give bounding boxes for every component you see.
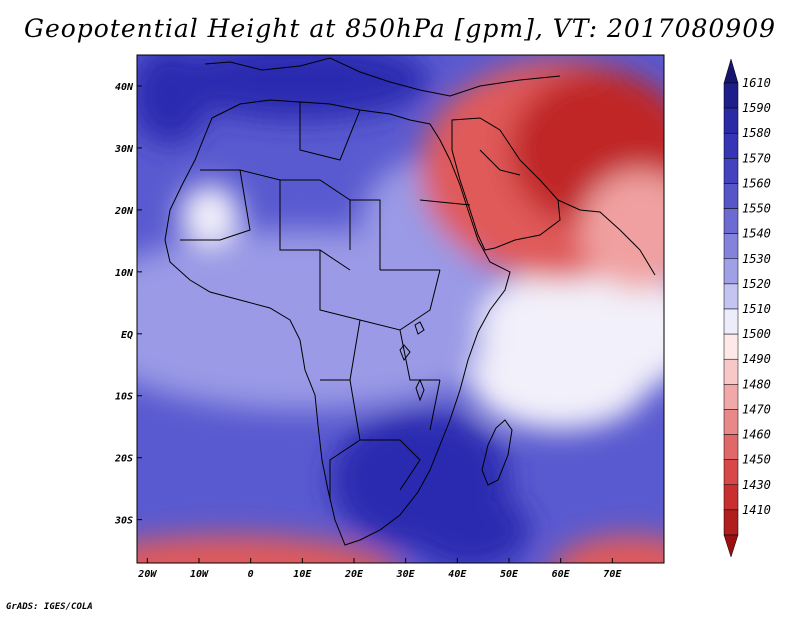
field-blob: [137, 535, 393, 563]
field-blob: [410, 490, 530, 563]
map-title: Geopotential Height at 850hPa [gpm], VT:…: [23, 14, 777, 43]
coastlines: [164, 57, 656, 546]
colorbar-label: 1410: [742, 503, 771, 517]
colorbar-segment: [723, 409, 739, 435]
x-tick-label: 20W: [137, 569, 157, 580]
y-tick-label: 40N: [115, 82, 134, 93]
y-tick-label: EQ: [121, 330, 133, 341]
colorbar-segment: [723, 258, 739, 285]
colorbar-bottom-arrow: [723, 534, 739, 558]
y-tick-label: 20N: [114, 206, 134, 217]
colorbar-label: 1430: [742, 478, 771, 492]
colorbar-segment: [723, 107, 739, 134]
colorbar-label: 1530: [742, 252, 771, 266]
plot-frame: [136, 54, 665, 564]
colorbar-segment: [723, 158, 739, 184]
colorbar-segment: [723, 233, 739, 260]
colorbar-segment: [723, 183, 739, 209]
x-tick-label: 40E: [448, 569, 467, 580]
field-blob: [580, 170, 664, 290]
colorbar-label: 1590: [742, 101, 771, 115]
colorbar-segment: [723, 82, 739, 109]
x-tick-label: 70E: [603, 569, 622, 580]
field-blob: [470, 330, 650, 430]
y-tick-label: 30S: [114, 516, 133, 527]
y-axis: 40N 30N 20N 10N EQ 10S 20S 30S: [114, 82, 142, 527]
colorbar-segment: [723, 208, 739, 234]
x-tick-label: 60E: [552, 569, 571, 580]
colorbar-segment: [723, 384, 739, 410]
colorbar-label: 1500: [742, 327, 771, 341]
colorbar-label: 1460: [742, 428, 771, 442]
colorbar-segment: [723, 434, 739, 460]
arabia-coastline: [451, 117, 561, 251]
x-tick-label: 30E: [396, 569, 416, 580]
x-tick-label: 20E: [344, 569, 364, 580]
colorbar-segment: [723, 308, 739, 335]
lake-outlines: [399, 321, 425, 402]
colorbar-label: 1470: [742, 402, 771, 416]
y-tick-label: 20S: [114, 454, 133, 465]
colorbar-label: 1550: [742, 202, 771, 216]
colorbar-label: 1610: [742, 76, 771, 90]
colorbar-label: 1570: [742, 151, 771, 165]
colorbar-label: 1510: [742, 302, 771, 316]
colorbar-segment: [723, 358, 739, 385]
colorbar-label: 1450: [742, 453, 771, 467]
x-tick-label: 50E: [500, 569, 519, 580]
colorbar-label: 1560: [742, 176, 771, 190]
colorbar-top-arrow: [723, 58, 739, 84]
x-tick-label: 0: [248, 569, 254, 580]
country-borders: [180, 102, 521, 500]
colorbar-label: 1540: [742, 227, 771, 241]
field-blobs: [137, 55, 664, 563]
y-tick-label: 30N: [114, 144, 134, 155]
colorbar-segment: [723, 509, 739, 536]
field-blob: [180, 185, 240, 245]
field-blob: [170, 55, 430, 120]
africa-coastline: [164, 99, 511, 546]
y-tick-label: 10S: [115, 392, 133, 403]
madagascar-coastline: [481, 419, 513, 486]
colorbar-segment: [723, 484, 739, 511]
colorbar-label: 1490: [742, 352, 771, 366]
colorbar-label: 1480: [742, 377, 771, 391]
colorbar-segment: [723, 459, 739, 486]
field-blob: [553, 535, 664, 563]
grads-credit: GrADS: IGES/COLA: [6, 602, 93, 612]
europe-coastline: [204, 57, 561, 97]
colorbar-label: 1520: [742, 277, 771, 291]
colorbar-segment: [723, 283, 739, 310]
asia-coastline: [557, 199, 656, 276]
x-tick-label: 10W: [190, 569, 209, 580]
field-blob: [137, 55, 210, 145]
colorbar-segment: [723, 333, 739, 360]
colorbar-segment: [723, 132, 739, 159]
x-axis: 20W 10W 0 10E 20E 30E 40E 50E 60E 70E: [137, 558, 622, 580]
colorbar-label: 1580: [742, 126, 771, 140]
y-tick-label: 10N: [115, 268, 134, 279]
x-tick-label: 10E: [293, 569, 312, 580]
height-field: [137, 55, 664, 563]
colorbar: 1610 1590 1580 1570 1560 1550 1540 1530 1520 1510…: [723, 58, 771, 558]
